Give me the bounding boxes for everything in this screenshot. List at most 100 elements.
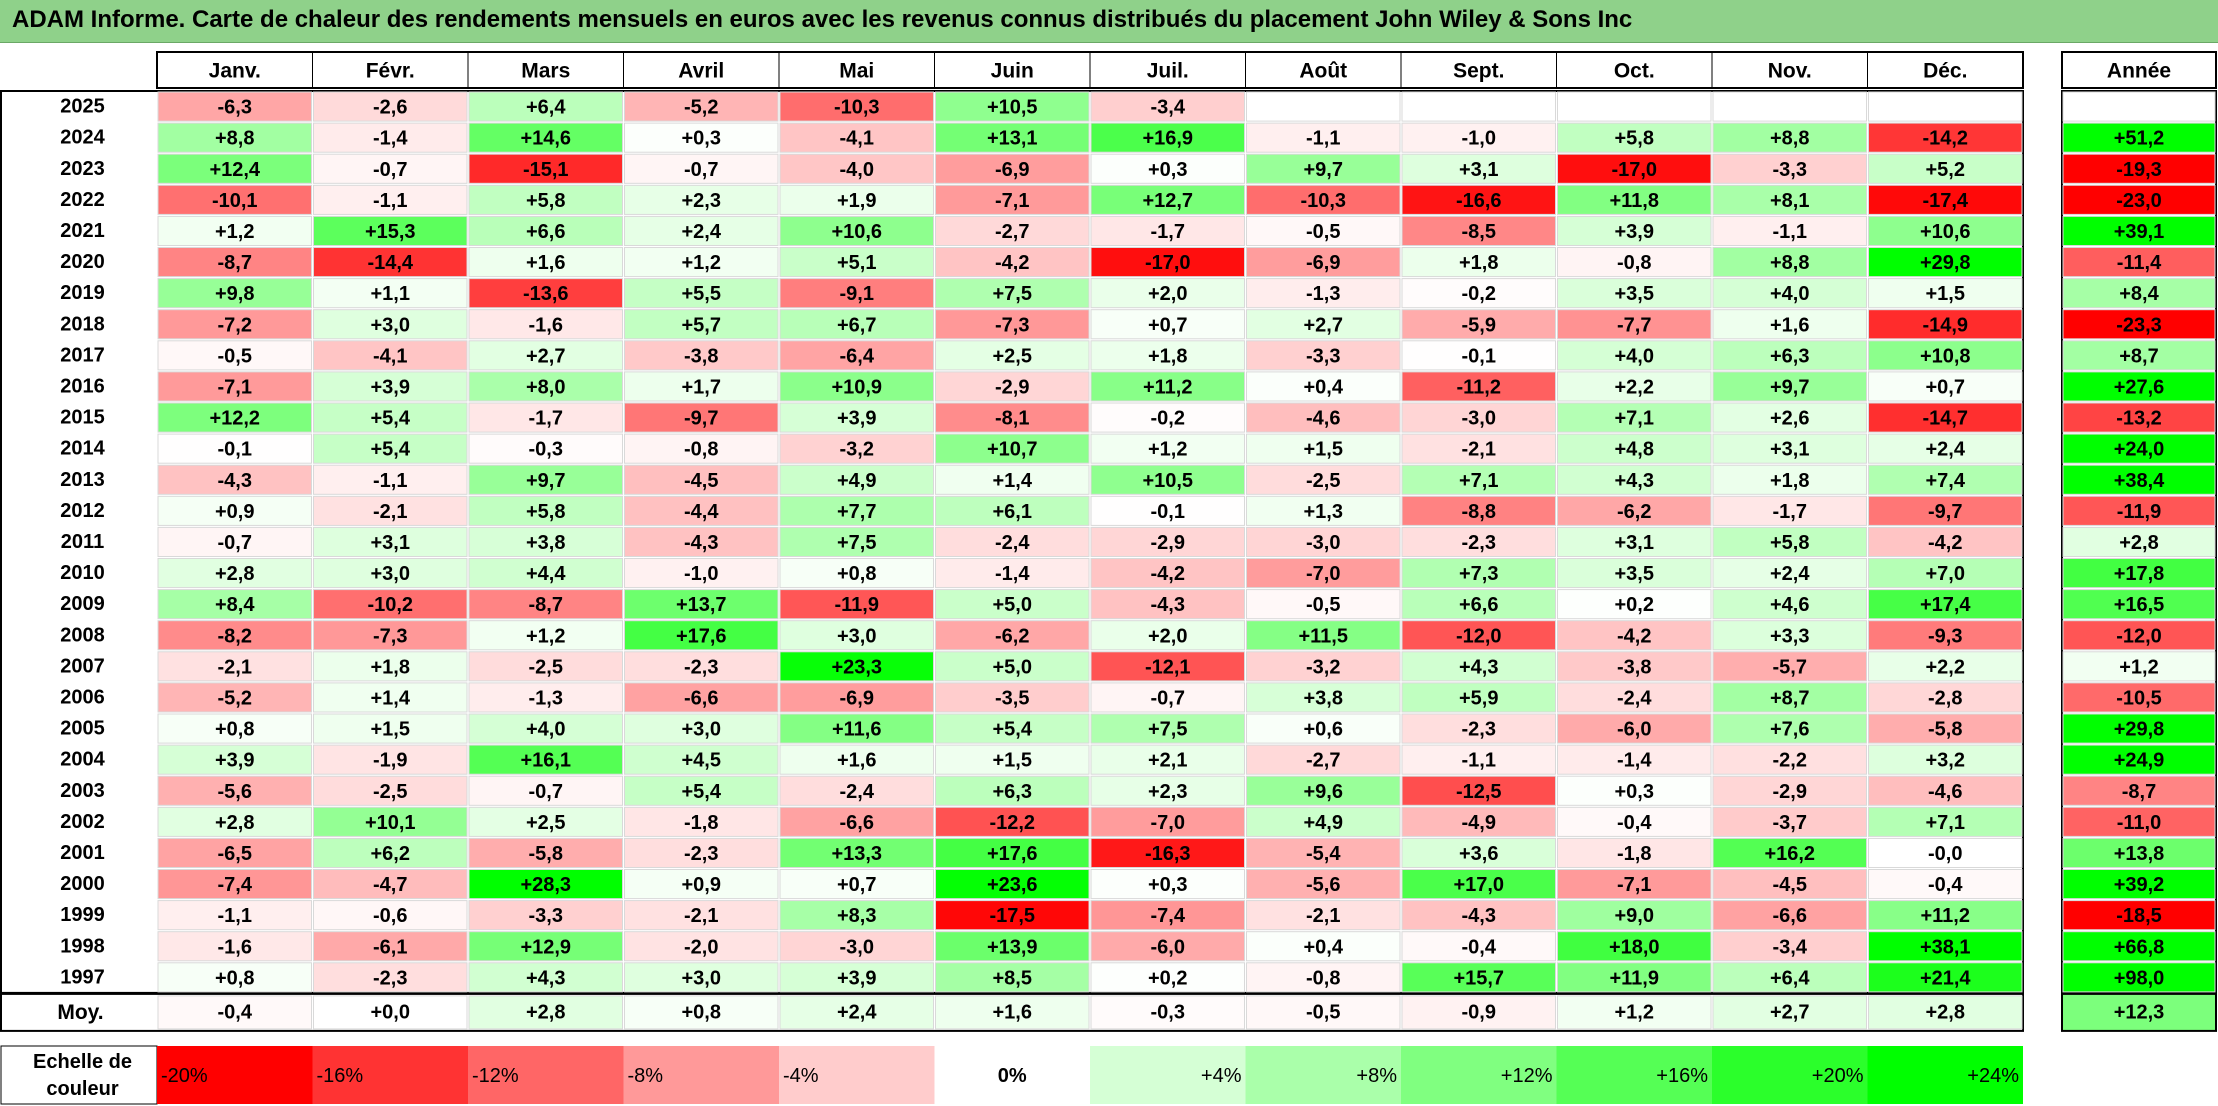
heat-cell <box>1246 682 1401 713</box>
average-cell-value: +1,6 <box>993 1001 1032 1023</box>
heat-cell <box>1246 713 1401 744</box>
heat-cell <box>1712 744 1867 775</box>
heat-cell <box>1090 806 1245 837</box>
heat-cell-value: +7,4 <box>1926 470 1966 492</box>
average-cell-value: -0,9 <box>1462 1001 1496 1023</box>
heat-cell-value: -3,4 <box>1773 936 1808 958</box>
heat-cell-value: -1,1 <box>218 905 252 927</box>
heat-cell <box>1246 184 1401 215</box>
heat-cell-value: -7,2 <box>218 314 252 336</box>
heat-cell <box>1401 558 1556 589</box>
heat-cell <box>157 651 312 682</box>
heat-cell <box>468 433 623 464</box>
heat-cell-value: -6,9 <box>995 159 1029 181</box>
heat-cell-value: -1,0 <box>684 563 718 585</box>
heat-cell-value: +5,5 <box>682 283 721 305</box>
heat-cell-value: +4,4 <box>526 563 566 585</box>
heat-cell <box>1868 278 2023 309</box>
heat-cell <box>1246 744 1401 775</box>
heat-cell <box>624 589 779 620</box>
heat-cell-value: -0,1 <box>218 439 252 461</box>
scale-step-label: +12% <box>1501 1065 1553 1087</box>
heat-cell <box>1401 837 1556 869</box>
heat-cell <box>313 433 468 464</box>
annual-cell-value: -10,5 <box>2116 687 2162 709</box>
average-cell <box>157 995 312 1030</box>
heat-cell-value: +21,4 <box>1920 967 1971 989</box>
heat-cell <box>468 495 623 526</box>
heat-cell-value: +16,1 <box>520 750 571 772</box>
heat-cell-value: -4,6 <box>1306 408 1340 430</box>
heat-cell-value: -2,5 <box>373 781 407 803</box>
heat-cell-value: -7,4 <box>218 874 253 896</box>
heat-cell <box>935 713 1090 744</box>
heat-cell <box>1090 620 1245 651</box>
heat-cell-value: +0,9 <box>682 874 721 896</box>
heat-cell-value: -1,1 <box>1773 221 1807 243</box>
heat-cell <box>313 806 468 837</box>
heat-cell-value: +0,6 <box>1304 719 1343 741</box>
heat-cell <box>1401 806 1556 837</box>
heat-cell-value: +4,8 <box>1615 439 1654 461</box>
year-label: 2021 <box>60 220 105 242</box>
average-cell-value: +2,7 <box>1770 1001 1809 1023</box>
heat-cell-value: -4,3 <box>1462 905 1496 927</box>
heat-cell-value: +2,4 <box>682 221 722 243</box>
heat-cell <box>1090 558 1245 589</box>
average-cell-value: +2,8 <box>1926 1001 1965 1023</box>
heat-cell-value: -14,7 <box>1922 408 1968 430</box>
heat-cell <box>1246 153 1401 184</box>
annual-cell-value: +24,9 <box>2114 750 2165 772</box>
annual-cell <box>2062 651 2216 682</box>
heat-cell <box>1868 433 2023 464</box>
heat-cell-value: +5,0 <box>993 594 1032 616</box>
heat-cell <box>468 247 623 278</box>
heat-cell-value: -2,4 <box>995 532 1030 554</box>
heat-cell-value: +5,8 <box>1615 128 1654 150</box>
heat-cell <box>468 713 623 744</box>
heat-cell-value: +5,9 <box>1459 687 1498 709</box>
heat-cell <box>157 620 312 651</box>
scale-step-label: +24% <box>1967 1065 2019 1087</box>
scale-label-box <box>0 1045 158 1105</box>
year-label: 2001 <box>60 842 105 864</box>
heat-cell-value: +12,7 <box>1142 190 1193 212</box>
heat-cell-value: -1,0 <box>1462 128 1496 150</box>
heat-cell <box>1401 433 1556 464</box>
heat-cell-value: +2,5 <box>526 812 565 834</box>
month-header-3: Mars <box>521 60 570 83</box>
annual-cell-value: -13,2 <box>2116 408 2162 430</box>
heat-cell <box>468 962 623 993</box>
heat-cell <box>1868 184 2023 215</box>
heat-cell-value: -2,4 <box>840 781 875 803</box>
heat-cell-value: -2,3 <box>1462 532 1496 554</box>
heat-cell <box>779 962 934 993</box>
scale-step-label: +4% <box>1201 1065 1242 1087</box>
heat-cell <box>1557 122 1712 153</box>
scale-swatch <box>157 1046 313 1104</box>
heat-cell <box>1712 371 1867 402</box>
heat-cell <box>1401 651 1556 682</box>
heat-cell-value: -15,1 <box>523 159 569 181</box>
heat-cell <box>1557 309 1712 340</box>
heat-cell <box>1401 402 1556 433</box>
heat-cell-value: -1,6 <box>529 314 563 336</box>
year-label: 2008 <box>60 624 105 646</box>
heat-cell <box>1868 682 2023 713</box>
heat-cell <box>935 247 1090 278</box>
heat-cell <box>1090 682 1245 713</box>
annual-cell <box>2062 962 2216 993</box>
heat-cell <box>468 620 623 651</box>
heat-cell-value: -4,2 <box>1928 532 1962 554</box>
scale-swatch <box>1712 1046 1868 1104</box>
heat-cell <box>313 278 468 309</box>
heat-cell-value: +3,1 <box>1770 439 1809 461</box>
heat-cell-value: -2,0 <box>684 936 718 958</box>
heat-cell <box>313 215 468 246</box>
heat-cell-value: -11,9 <box>835 594 879 616</box>
heat-cell-value: +9,7 <box>1304 159 1343 181</box>
annual-cell <box>2062 433 2216 464</box>
heat-cell-value: -1,3 <box>1306 283 1340 305</box>
heat-cell-value: -14,9 <box>1922 314 1968 336</box>
heat-cell-value: -3,2 <box>1306 656 1340 678</box>
